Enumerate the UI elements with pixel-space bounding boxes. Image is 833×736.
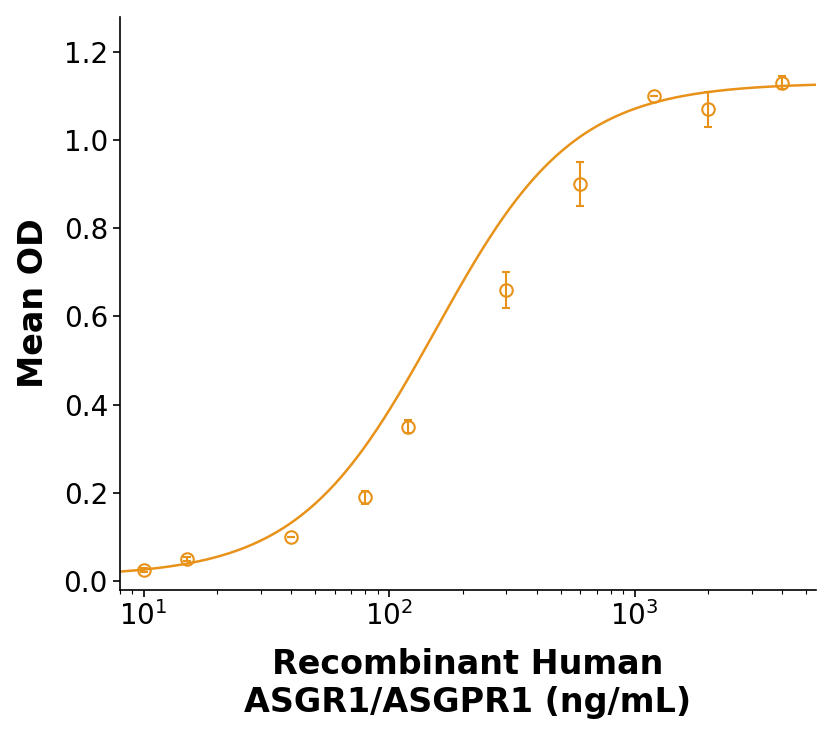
Y-axis label: Mean OD: Mean OD bbox=[17, 219, 50, 388]
X-axis label: Recombinant Human
ASGR1/ASGPR1 (ng/mL): Recombinant Human ASGR1/ASGPR1 (ng/mL) bbox=[244, 648, 691, 719]
